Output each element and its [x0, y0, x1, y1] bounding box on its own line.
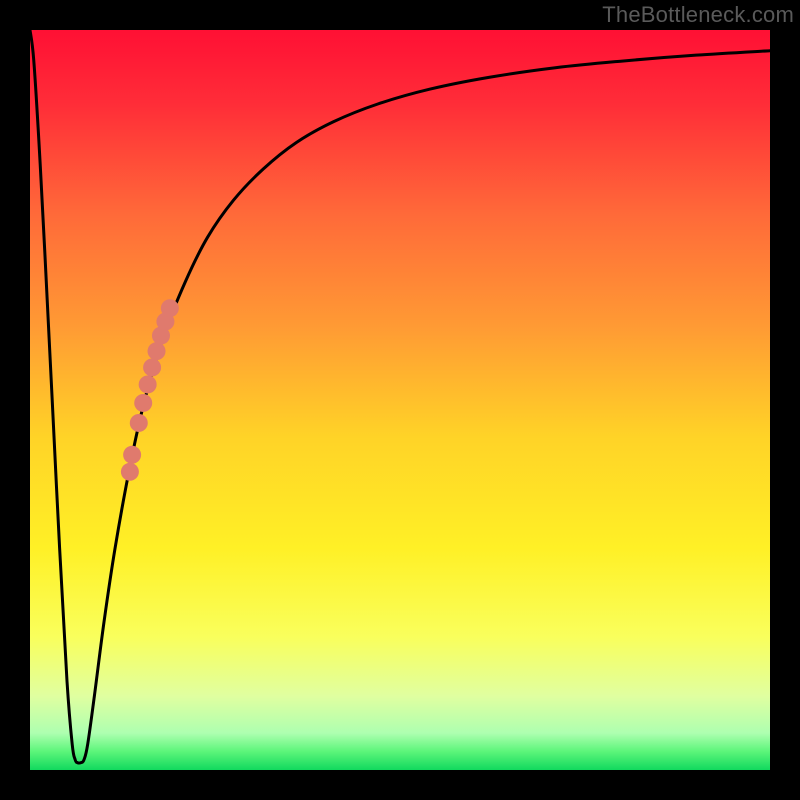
- curve-marker: [134, 394, 152, 412]
- curve-marker: [121, 463, 139, 481]
- curve-marker: [139, 375, 157, 393]
- curve-marker: [130, 414, 148, 432]
- chart-stage: TheBottleneck.com: [0, 0, 800, 800]
- curve-marker: [143, 358, 161, 376]
- curve-marker: [123, 446, 141, 464]
- curve-marker: [148, 342, 166, 360]
- watermark-text: TheBottleneck.com: [602, 2, 794, 28]
- curve-marker: [161, 299, 179, 317]
- bottleneck-chart: [0, 0, 800, 800]
